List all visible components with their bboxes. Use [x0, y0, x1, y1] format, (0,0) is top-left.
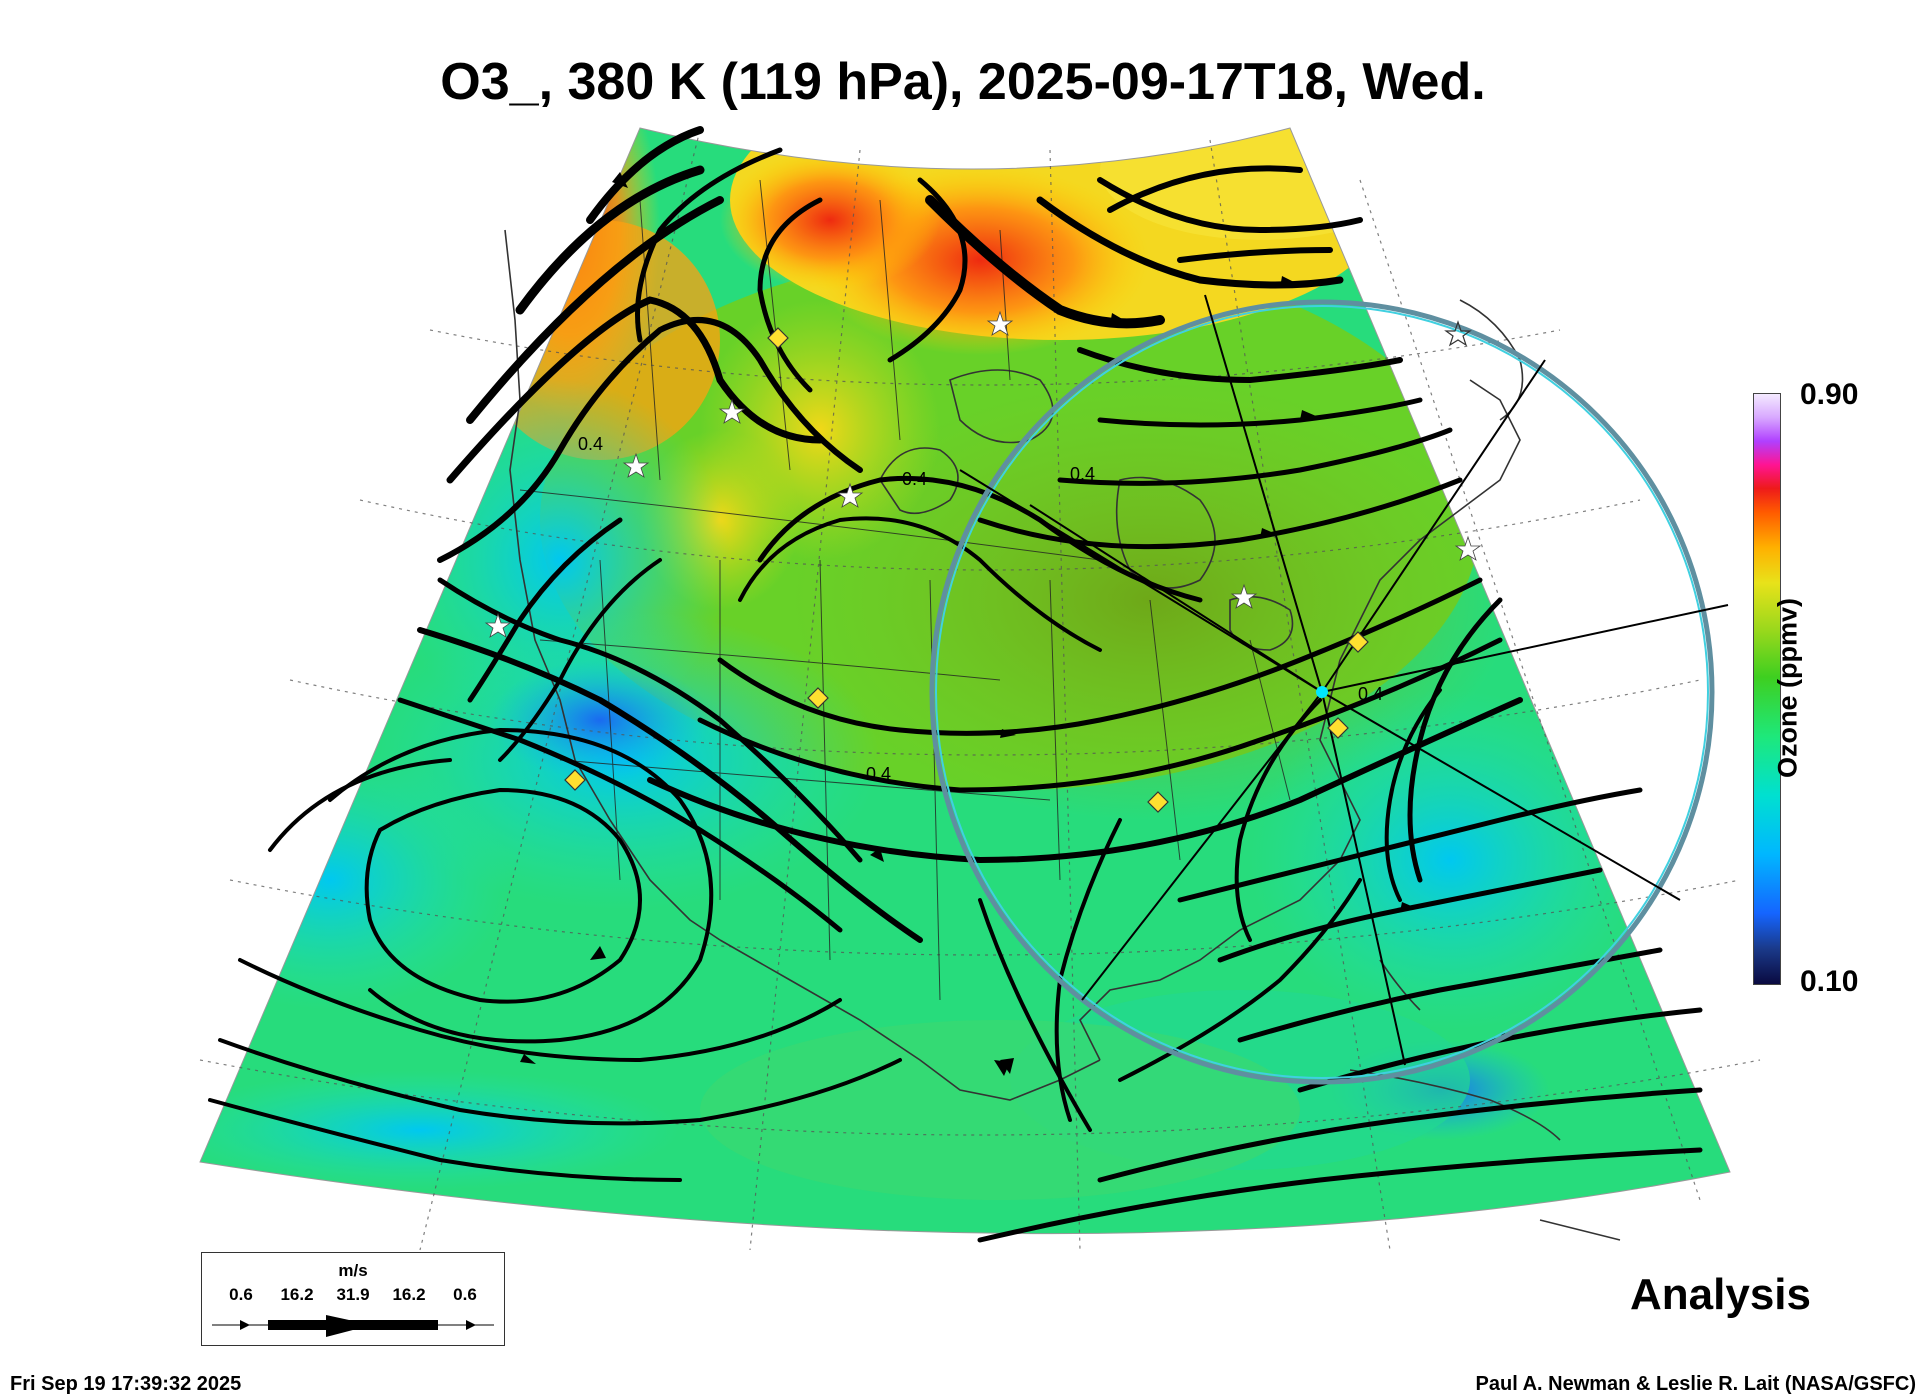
star-marker-icon — [1444, 320, 1472, 347]
diamond-marker-icon — [564, 327, 1369, 813]
streamline-arrows — [520, 172, 1516, 1076]
legend-value: 16.2 — [392, 1285, 426, 1304]
wind-speed-legend: m/s 0.6 16.2 31.9 16.2 0.6 — [201, 1252, 505, 1346]
colorbar-min-label: 0.10 — [1800, 965, 1859, 998]
colorbar-title: Ozone (ppmv) — [1772, 598, 1803, 778]
footer-credit: Paul A. Newman & Leslie R. Lait (NASA/GS… — [1475, 1373, 1916, 1395]
ozone-field — [200, 128, 1730, 1234]
contour-label: 0.4 — [1070, 464, 1095, 484]
legend-value: 0.6 — [229, 1285, 253, 1304]
graticule — [199, 129, 1761, 1251]
ozone-colorbar — [1753, 393, 1781, 985]
colorbar-max-label: 0.90 — [1800, 378, 1859, 411]
contour-label: 0.4 — [866, 764, 891, 784]
range-circle — [929, 299, 1715, 1085]
footer-timestamp: Fri Sep 19 17:39:32 2025 — [10, 1373, 242, 1395]
star-marker-icon — [484, 310, 1482, 638]
chart-title: O3_, 380 K (119 hPa), 2025-09-17T18, Wed… — [440, 53, 1486, 111]
contour-label: 0.4 — [578, 434, 603, 454]
map-boundary — [199, 127, 1731, 1235]
legend-value: 16.2 — [280, 1285, 314, 1304]
legend-value: 31.9 — [336, 1285, 370, 1304]
legend-arrow — [212, 1315, 494, 1337]
legend-units: m/s — [338, 1261, 368, 1280]
wind-streamlines — [208, 126, 1703, 1243]
center-point — [1316, 686, 1328, 698]
legend-value: 0.6 — [453, 1285, 477, 1304]
contour-label: 0.4 — [1358, 684, 1383, 704]
analysis-label: Analysis — [1630, 1270, 1811, 1319]
contour-labels: 0.4 0.4 0.4 0.4 0.4 — [578, 434, 1383, 784]
contour-label: 0.4 — [902, 469, 927, 489]
